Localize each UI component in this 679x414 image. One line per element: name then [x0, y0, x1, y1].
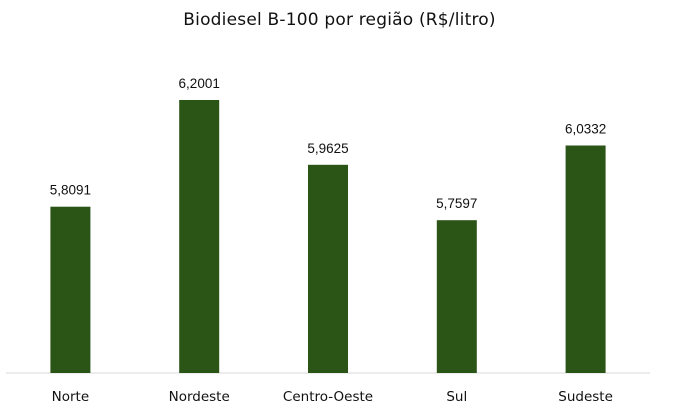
category-label: Nordeste — [169, 389, 230, 405]
bar-sudeste — [565, 145, 606, 373]
category-label: Norte — [52, 389, 90, 405]
bar-nordeste — [179, 100, 220, 373]
category-label: Centro-Oeste — [283, 389, 373, 405]
bars-group — [50, 100, 606, 373]
category-labels-group: Norte Nordeste Centro-Oeste Sul Sudeste — [52, 389, 613, 405]
bar-sul — [436, 220, 477, 373]
data-label: 6,2001 — [179, 76, 220, 91]
data-label: 5,9625 — [307, 141, 348, 156]
category-label: Sul — [446, 389, 467, 405]
data-label: 5,7597 — [436, 196, 477, 211]
category-label: Sudeste — [558, 389, 613, 405]
data-label: 6,0332 — [565, 122, 606, 137]
chart-title: Biodiesel B-100 por região (R$/litro) — [183, 10, 496, 30]
bar-norte — [50, 206, 91, 373]
bar-centro-oeste — [308, 164, 348, 373]
value-labels-group: 5,8091 6,2001 5,9625 5,7597 6,0332 — [50, 76, 606, 211]
data-label: 5,8091 — [50, 183, 91, 198]
